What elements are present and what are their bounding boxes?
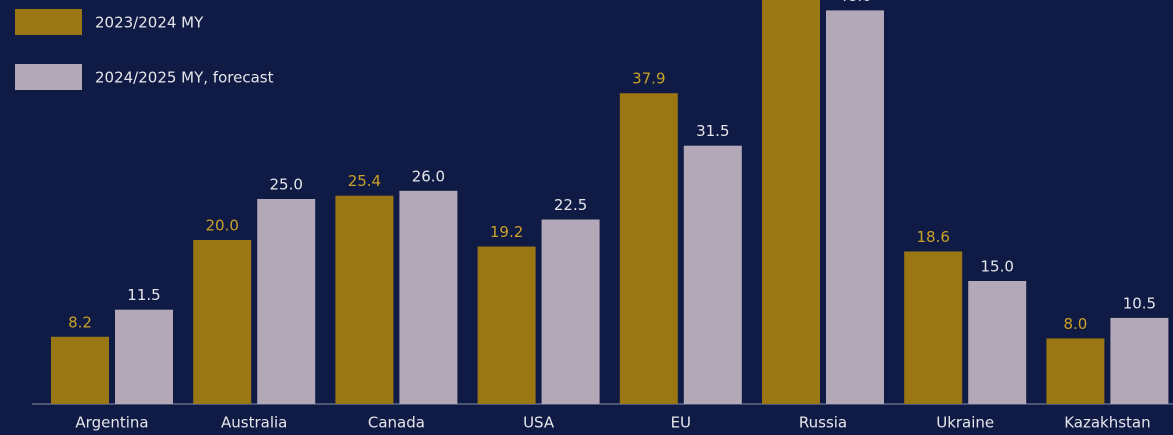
value-label: 25.0: [269, 176, 302, 194]
value-label: 22.5: [554, 196, 587, 214]
x-tick-label: Russia: [799, 414, 847, 432]
bar: [904, 251, 963, 404]
bar: [193, 240, 252, 404]
value-label: 20.0: [205, 217, 238, 235]
bar: [477, 246, 536, 404]
bar: [541, 219, 600, 404]
bar: [826, 10, 884, 405]
value-label: 31.5: [696, 122, 729, 140]
value-label: 48.0: [838, 0, 871, 5]
value-label: 11.5: [127, 286, 160, 304]
legend-label: 2024/2025 MY, forecast: [95, 69, 274, 87]
bar: [968, 281, 1027, 404]
bar: [399, 190, 458, 404]
x-tick-label: Canada: [368, 414, 425, 432]
value-label: 19.2: [490, 223, 523, 241]
bar: [115, 309, 173, 404]
x-tick-label: Kazakhstan: [1064, 414, 1150, 432]
value-label: 8.2: [68, 313, 92, 331]
bar: [257, 199, 316, 404]
x-tick-label: Ukraine: [936, 414, 994, 432]
bar: [619, 93, 678, 404]
bar: [1110, 317, 1169, 404]
legend-swatch: [15, 9, 82, 35]
legend-label: 2023/2024 MY: [95, 14, 204, 32]
bar: [762, 0, 820, 404]
x-tick-label: Argentina: [75, 414, 148, 432]
value-label: 25.4: [348, 172, 381, 190]
bar: [683, 145, 742, 404]
bar: [1046, 338, 1105, 404]
x-tick-label: USA: [523, 414, 555, 432]
value-label: 18.6: [916, 228, 949, 246]
value-label: 26.0: [412, 167, 445, 185]
value-label: 10.5: [1123, 294, 1156, 312]
x-tick-label: EU: [671, 414, 691, 432]
bar: [51, 336, 109, 404]
value-label: 8.0: [1063, 315, 1087, 333]
value-label: 15.0: [980, 258, 1013, 276]
value-label: 37.9: [632, 70, 665, 88]
x-tick-label: Australia: [221, 414, 287, 432]
legend-swatch: [15, 64, 82, 90]
bar: [335, 195, 394, 404]
